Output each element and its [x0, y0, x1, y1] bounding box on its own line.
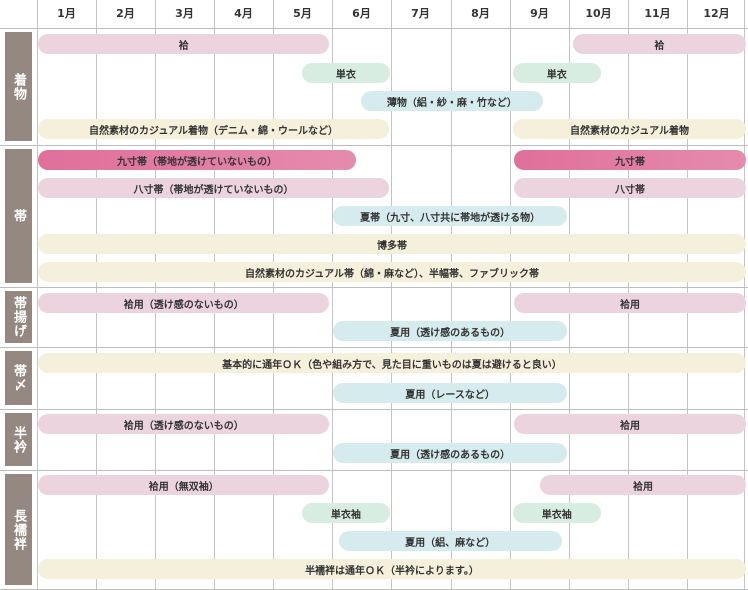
period-bar: 袷用（無双袖）: [38, 475, 330, 495]
grid-line-vertical: [391, 0, 392, 589]
period-bar: 半襦袢は通年ＯＫ（半衿によります。）: [38, 559, 746, 579]
period-bar: 基本的に通年ＯＫ（色や組み方で、見た目に重いものは夏は避けると良い）: [38, 353, 746, 373]
period-bar: 袷用: [540, 475, 746, 495]
month-header: 11月: [644, 7, 671, 20]
month-header: 1月: [57, 7, 76, 20]
period-bar: 博多帯: [38, 234, 746, 254]
period-bar: 九寸帯（帯地が透けていないもの）: [38, 150, 357, 170]
section-label: 長襦袢: [5, 474, 32, 585]
month-header: 7月: [411, 7, 430, 20]
section-label: 半衿: [5, 413, 32, 466]
period-bar: 九寸帯: [514, 150, 746, 170]
period-bar: 八寸帯（帯地が透けていないもの）: [38, 178, 390, 198]
period-bar: 単衣袖: [513, 503, 601, 523]
period-bar: 単衣: [513, 63, 601, 83]
grid-line-horizontal: [0, 409, 748, 410]
grid-line-vertical: [744, 0, 745, 589]
grid-line-vertical: [451, 0, 452, 589]
period-bar: 夏帯（九寸、八寸共に帯地が透ける物）: [333, 206, 567, 226]
period-bar: 袷用（透け感のないもの）: [38, 293, 330, 313]
period-bar: 夏用（絽、麻など）: [338, 531, 562, 551]
month-header: 3月: [175, 7, 194, 20]
period-bar: 自然素材のカジュアル帯（綿・麻など）、半幅帯、ファブリック帯: [38, 262, 746, 282]
period-bar: 夏用（レースなど）: [333, 383, 567, 403]
grid-line-horizontal: [0, 287, 748, 288]
period-bar: 自然素材のカジュアル着物: [513, 119, 746, 139]
section-label: 帯〆: [5, 351, 32, 405]
period-bar: 夏用（透け感のあるもの）: [333, 321, 567, 341]
month-header: 10月: [585, 7, 612, 20]
section-label: 帯揚げ: [5, 291, 32, 343]
month-header: 2月: [116, 7, 135, 20]
period-bar: 夏用（透け感のあるもの）: [333, 443, 567, 463]
month-header: 12月: [703, 7, 730, 20]
period-bar: 袷用（透け感のないもの）: [38, 414, 330, 434]
section-label: 帯: [5, 149, 32, 283]
period-bar: 薄物（絽・紗・麻・竹など）: [361, 91, 543, 111]
period-bar: 袷用: [514, 293, 746, 313]
grid-line-horizontal: [0, 347, 748, 348]
period-bar: 単衣: [302, 63, 390, 83]
month-header: 8月: [471, 7, 490, 20]
period-bar: 袷: [572, 34, 746, 54]
grid-line-horizontal: [0, 145, 748, 146]
period-bar: 自然素材のカジュアル着物（デニム・綿・ウールなど）: [38, 119, 390, 139]
grid-line-vertical: [332, 0, 333, 589]
month-header: 5月: [293, 7, 312, 20]
period-bar: 単衣袖: [302, 503, 390, 523]
month-header: 6月: [352, 7, 371, 20]
period-bar: 袷: [38, 34, 330, 54]
period-bar: 袷用: [514, 414, 746, 434]
section-label: 着物: [5, 32, 32, 141]
grid-line-vertical: [37, 0, 38, 589]
period-bar: 八寸帯: [514, 178, 746, 198]
grid-line-horizontal: [0, 470, 748, 471]
grid-line-vertical: [510, 0, 511, 589]
month-header: 9月: [530, 7, 549, 20]
grid-line-horizontal: [0, 28, 748, 29]
month-header: 4月: [234, 7, 253, 20]
